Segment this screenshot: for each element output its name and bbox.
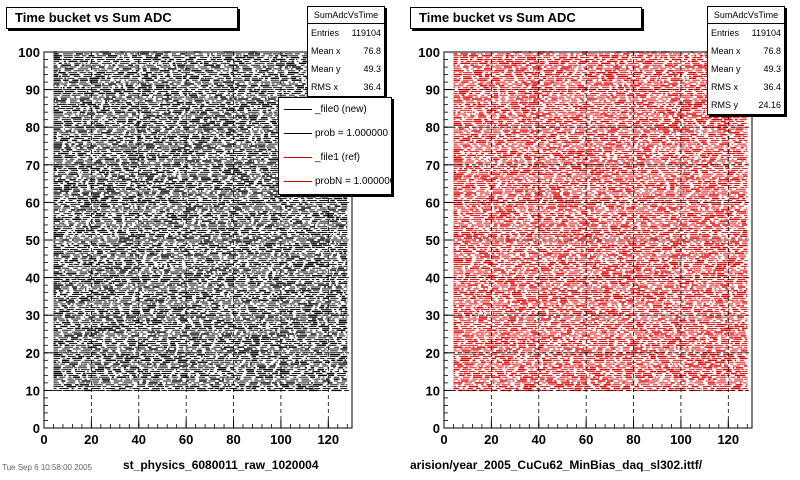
chart-canvas: 0 20 40 60 80 100 12001020304050607080901000 20…: [18, 45, 753, 447]
